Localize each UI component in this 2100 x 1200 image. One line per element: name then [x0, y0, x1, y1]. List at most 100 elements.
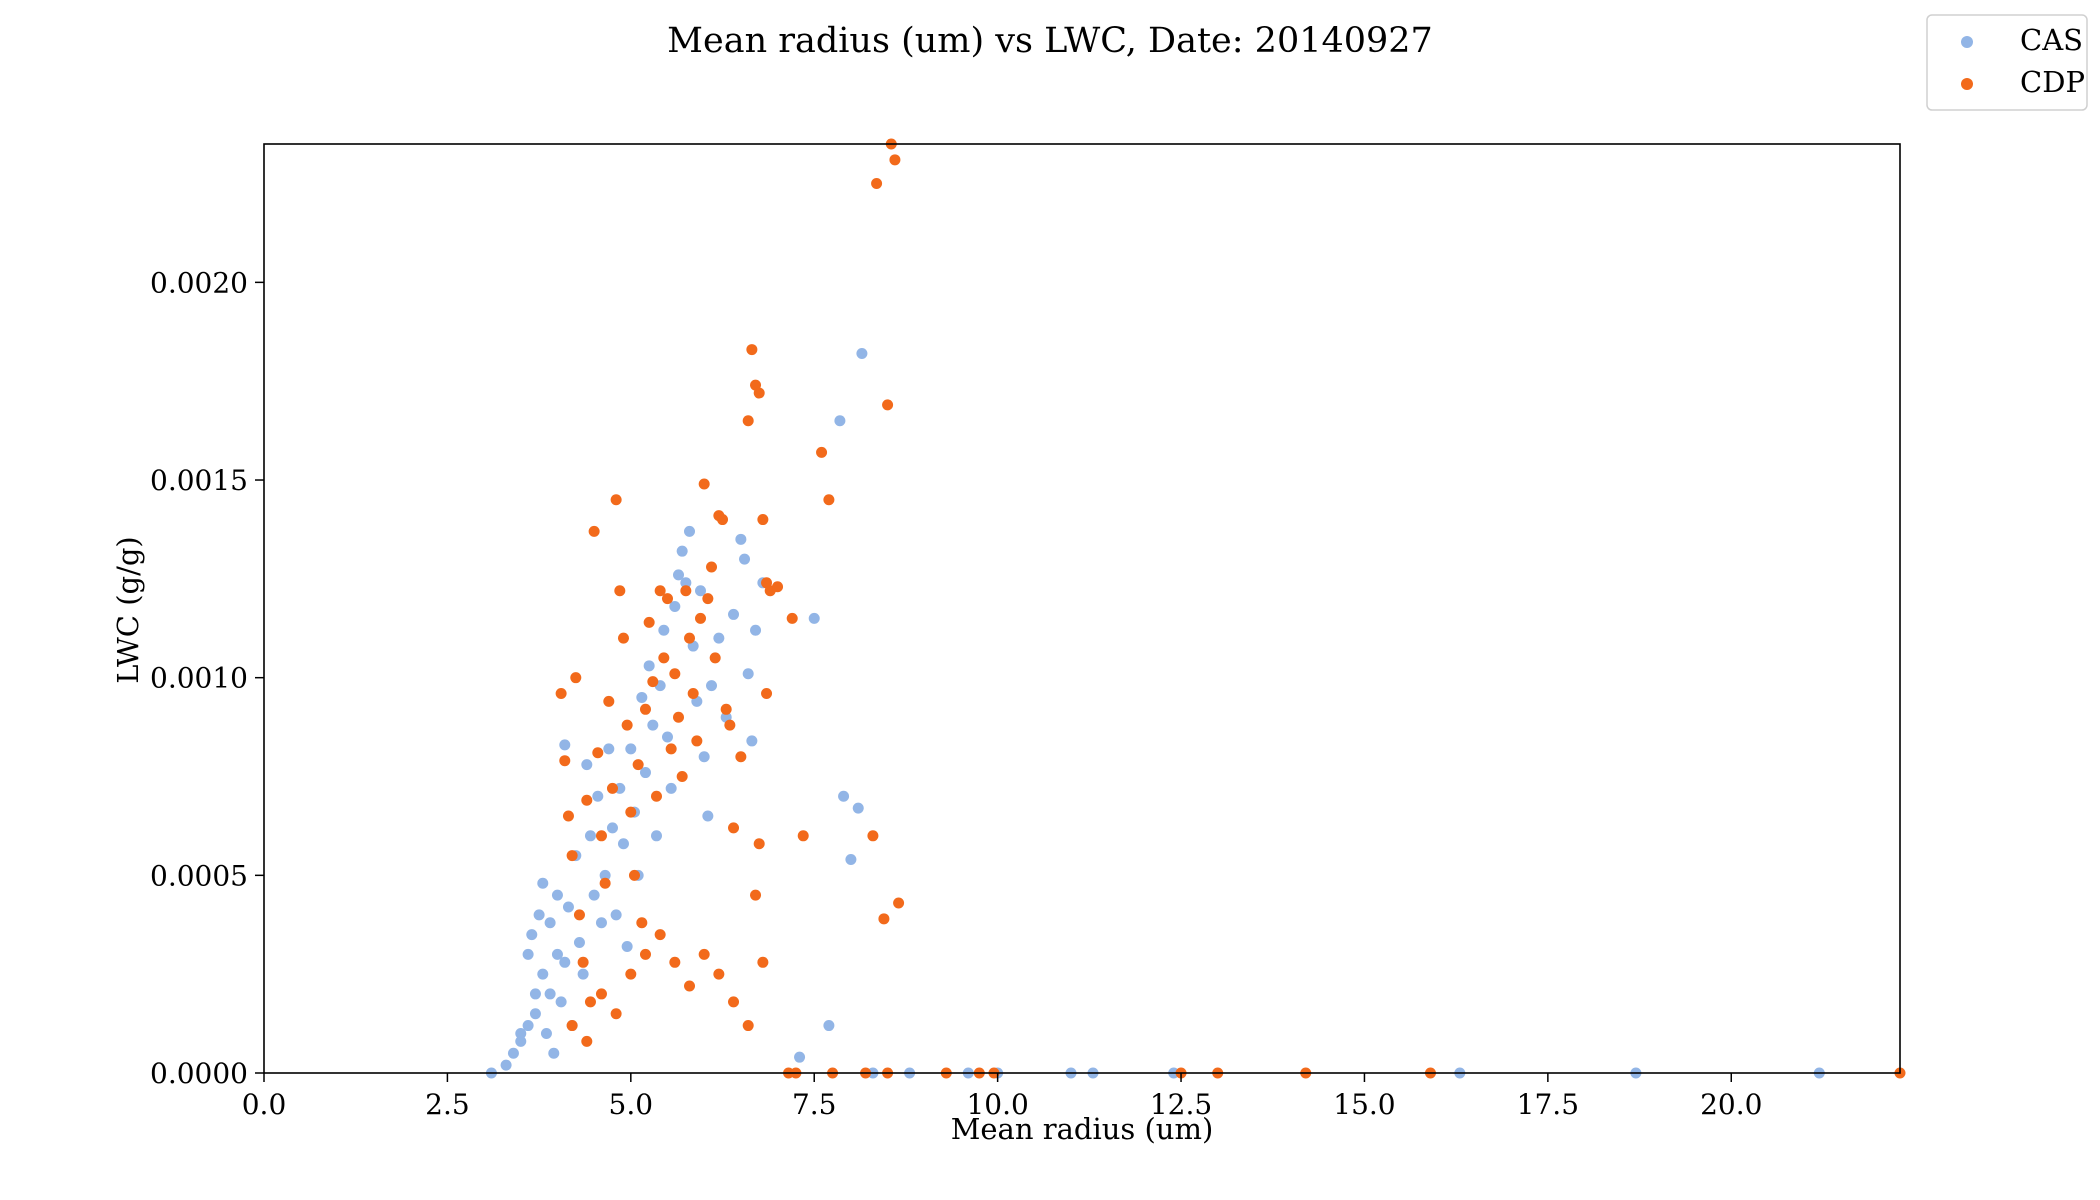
data-point-cas — [617, 838, 629, 850]
data-point-cdp — [661, 593, 673, 605]
data-point-cdp — [742, 1020, 754, 1032]
x-axis-ticks: 0.0 2.5 5.0 7.5 10.0 12.5 15.0 17.5 20.0 — [242, 1073, 1762, 1121]
data-point-cas — [599, 869, 611, 881]
data-point-cdp — [698, 948, 710, 960]
data-point-cas — [852, 802, 864, 814]
x-tick-label: 12.5 — [1150, 1088, 1212, 1121]
data-point-cas — [713, 632, 725, 644]
data-point-cdp — [588, 525, 600, 537]
data-point-cas — [573, 937, 585, 949]
data-point-cdp — [750, 889, 762, 901]
data-point-cdp — [717, 514, 729, 526]
data-point-cas — [794, 1051, 806, 1063]
data-point-cas — [698, 751, 710, 763]
data-point-cas — [562, 901, 574, 913]
y-tick-label: 0.0015 — [150, 464, 248, 497]
data-point-cas — [647, 719, 659, 731]
data-point-cas — [522, 1020, 534, 1032]
data-point-cdp — [595, 830, 607, 842]
data-point-cdp — [632, 759, 644, 771]
data-point-cdp — [680, 585, 692, 597]
data-point-cdp — [761, 687, 773, 699]
data-point-cdp — [724, 719, 736, 731]
data-point-cdp — [647, 676, 659, 688]
data-point-cas — [742, 668, 754, 680]
data-point-cdp — [639, 948, 651, 960]
data-point-cdp — [867, 830, 879, 842]
legend-marker-cas — [1961, 36, 1973, 48]
data-point-cdp — [562, 810, 574, 822]
data-point-cdp — [709, 652, 721, 664]
data-point-cdp — [746, 344, 758, 356]
x-tick-label: 2.5 — [425, 1088, 470, 1121]
data-point-cdp — [639, 703, 651, 715]
data-point-cdp — [684, 632, 696, 644]
y-tick-label: 0.0010 — [150, 662, 248, 695]
data-point-cdp — [687, 687, 699, 699]
data-point-cas — [621, 940, 633, 952]
data-point-cdp — [636, 917, 648, 929]
data-point-cdp — [882, 399, 894, 411]
data-point-cas — [845, 854, 857, 866]
data-point-cdp — [595, 988, 607, 1000]
data-point-cdp — [628, 869, 640, 881]
data-point-cdp — [878, 913, 890, 925]
data-point-cdp — [555, 687, 567, 699]
data-point-cas — [750, 624, 762, 636]
data-point-cas — [559, 739, 571, 751]
data-point-cas — [639, 767, 651, 779]
data-point-cdp — [614, 585, 626, 597]
data-point-cdp — [684, 980, 696, 992]
data-point-cdp — [621, 719, 633, 731]
legend-label-cas: CAS — [2020, 23, 2083, 57]
data-point-cas — [529, 1008, 541, 1020]
data-point-cdp — [823, 494, 835, 506]
data-point-cdp — [676, 771, 688, 783]
data-point-cdp — [617, 632, 629, 644]
data-point-cas — [533, 909, 545, 921]
data-point-cdp — [797, 830, 809, 842]
data-point-cas — [695, 585, 707, 597]
data-point-cas — [551, 889, 563, 901]
data-point-cdp — [669, 956, 681, 968]
data-point-cas — [676, 545, 688, 557]
data-point-cas — [669, 601, 681, 613]
data-point-cas — [544, 917, 556, 929]
data-point-cdp — [654, 585, 666, 597]
data-point-cas — [706, 680, 718, 692]
data-point-cdp — [559, 755, 571, 767]
data-point-cas — [856, 348, 868, 360]
chart-title: Mean radius (um) vs LWC, Date: 20140927 — [667, 21, 1433, 61]
data-point-cdp — [610, 1008, 622, 1020]
data-point-cas — [735, 533, 747, 545]
legend: CAS CDP — [1926, 14, 2088, 111]
data-point-cdp — [573, 909, 585, 921]
data-point-cdp — [566, 1020, 578, 1032]
x-axis-label: Mean radius (um) — [951, 1112, 1214, 1146]
data-point-cas — [728, 608, 740, 620]
data-point-cas — [537, 968, 549, 980]
data-point-cdp — [691, 735, 703, 747]
data-point-cas — [665, 782, 677, 794]
data-point-cdp — [610, 494, 622, 506]
y-tick-label: 0.0005 — [150, 859, 248, 892]
x-tick-label: 17.5 — [1517, 1088, 1579, 1121]
data-point-cdp — [816, 446, 828, 458]
data-point-cas — [746, 735, 758, 747]
data-point-cas — [507, 1047, 519, 1059]
y-axis-label: LWC (g/g) — [111, 536, 145, 683]
data-point-cdp — [720, 703, 732, 715]
data-point-cas — [526, 929, 538, 941]
data-point-cas — [808, 612, 820, 624]
data-point-cas — [500, 1059, 512, 1071]
data-point-cdp — [658, 652, 670, 664]
data-point-cas — [643, 660, 655, 672]
points-layer — [485, 138, 1906, 1079]
data-point-cas — [577, 968, 589, 980]
data-point-cas — [650, 830, 662, 842]
data-point-cas — [522, 948, 534, 960]
data-point-cdp — [728, 822, 740, 834]
data-point-cdp — [603, 695, 615, 707]
